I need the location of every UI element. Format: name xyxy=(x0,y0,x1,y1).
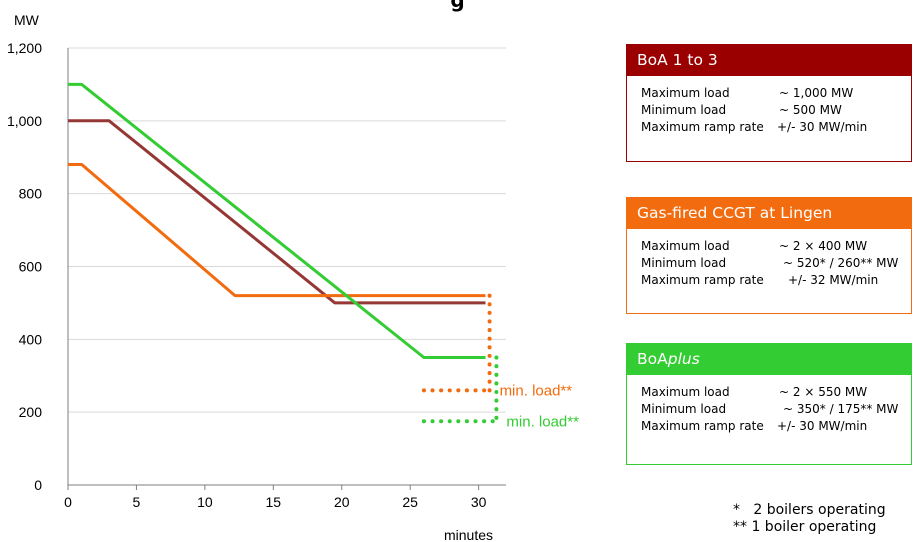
legend-box-boaplus-title: BoAplus xyxy=(627,344,911,375)
series-layer xyxy=(68,82,486,359)
row-value: ~ 350* / 175** MW xyxy=(783,402,899,416)
legend-box-boa-body: Maximum load ~ 1,000 MW Minimum load ~ 500… xyxy=(627,76,911,136)
y-tick-label: 1,000 xyxy=(7,113,42,129)
row-value: +/- 30 MW/min xyxy=(777,419,868,433)
legend-box-boaplus: BoAplus Maximum load ~ 2 × 550 MW Minimum… xyxy=(626,343,912,465)
row-label: Maximum load xyxy=(641,86,730,100)
legend-row: Maximum load ~ 1,000 MW xyxy=(641,85,911,102)
footnote-2-boilers: * 2 boilers operating xyxy=(733,502,886,518)
x-tick-label: 20 xyxy=(334,494,350,510)
row-label: Minimum load xyxy=(641,256,727,270)
footnotes: * 2 boilers operating ** 1 boiler operati… xyxy=(733,502,886,536)
legend-box-boa-title: BoA 1 to 3 xyxy=(627,45,911,76)
x-tick-label: 30 xyxy=(471,494,487,510)
row-value: ~ 520* / 260** MW xyxy=(783,256,899,270)
title-part-boa: BoA xyxy=(637,350,668,368)
title-part-plus: plus xyxy=(667,350,700,368)
x-tick-label: 5 xyxy=(133,494,141,510)
legend-row: Minimum load ~ 350* / 175** MW xyxy=(641,401,911,418)
ramp-chart: 0 200 400 600 800 1,000 1,200 0 5 10 15 20 25 30 MW min… xyxy=(7,12,579,542)
row-label: Maximum load xyxy=(641,239,730,253)
row-value: +/- 30 MW/min xyxy=(777,120,868,134)
min-load-layer: min. load** min. load** xyxy=(421,293,579,430)
grid-layer xyxy=(68,47,506,413)
x-tick-label: 0 xyxy=(64,494,72,510)
legend-row: Maximum ramp rate +/- 30 MW/min xyxy=(641,418,911,435)
y-tick-label: 0 xyxy=(34,477,42,493)
row-value: ~ 2 × 550 MW xyxy=(779,385,868,399)
y-tick-label: 800 xyxy=(19,186,43,202)
legend-box-boa: BoA 1 to 3 Maximum load ~ 1,000 MW Minimu… xyxy=(626,44,912,162)
legend-row: Minimum load ~ 520* / 260** MW xyxy=(641,255,911,272)
legend-box-ccgt: Gas-fired CCGT at Lingen Maximum load ~ 2… xyxy=(626,197,912,314)
series-line-boaplus xyxy=(68,82,486,359)
legend-box-ccgt-body: Maximum load ~ 2 × 400 MW Minimum load ~ 5… xyxy=(627,229,911,289)
legend-row: Maximum ramp rate +/- 30 MW/min xyxy=(641,119,911,136)
legend-row: Minimum load ~ 500 MW xyxy=(641,102,911,119)
legend-box-ccgt-title: Gas-fired CCGT at Lingen xyxy=(627,198,911,229)
series-line-boa xyxy=(68,119,486,305)
legend-row: Maximum ramp rate +/- 32 MW/min xyxy=(641,272,911,289)
series-line-ccgt xyxy=(68,163,486,298)
row-label: Minimum load xyxy=(641,402,727,416)
legend-box-boaplus-body: Maximum load ~ 2 × 550 MW Minimum load ~ 3… xyxy=(627,375,911,435)
chart-title-fragment: g xyxy=(450,0,465,12)
row-label: Maximum ramp rate xyxy=(641,120,764,134)
legend-row: Maximum load ~ 2 × 550 MW xyxy=(641,384,911,401)
row-label: Maximum load xyxy=(641,385,730,399)
y-axis-label: MW xyxy=(14,12,40,28)
y-tick-label: 600 xyxy=(19,259,43,275)
min-load-label-ccgt: min. load** xyxy=(500,382,573,399)
row-label: Minimum load xyxy=(641,103,727,117)
row-value: ~ 2 × 400 MW xyxy=(779,239,868,253)
row-value: +/- 32 MW/min xyxy=(788,273,879,287)
x-tick-label: 25 xyxy=(402,494,418,510)
min-load-label-boaplus: min. load** xyxy=(506,413,579,430)
y-tick-label: 1,200 xyxy=(7,40,42,56)
row-value: ~ 500 MW xyxy=(779,103,842,117)
row-value: ~ 1,000 MW xyxy=(779,86,854,100)
row-label: Maximum ramp rate xyxy=(641,273,764,287)
footnote-1-boiler: ** 1 boiler operating xyxy=(733,519,877,535)
x-tick-label: 10 xyxy=(197,494,213,510)
axis-layer: 0 200 400 600 800 1,000 1,200 0 5 10 15 20 25 30 MW min… xyxy=(7,12,506,542)
y-tick-label: 400 xyxy=(19,331,43,347)
x-tick-label: 15 xyxy=(266,494,282,510)
legend-row: Maximum load ~ 2 × 400 MW xyxy=(641,238,911,255)
row-label: Maximum ramp rate xyxy=(641,419,764,433)
y-tick-label: 200 xyxy=(19,404,43,420)
x-axis-label: minutes xyxy=(444,527,493,542)
